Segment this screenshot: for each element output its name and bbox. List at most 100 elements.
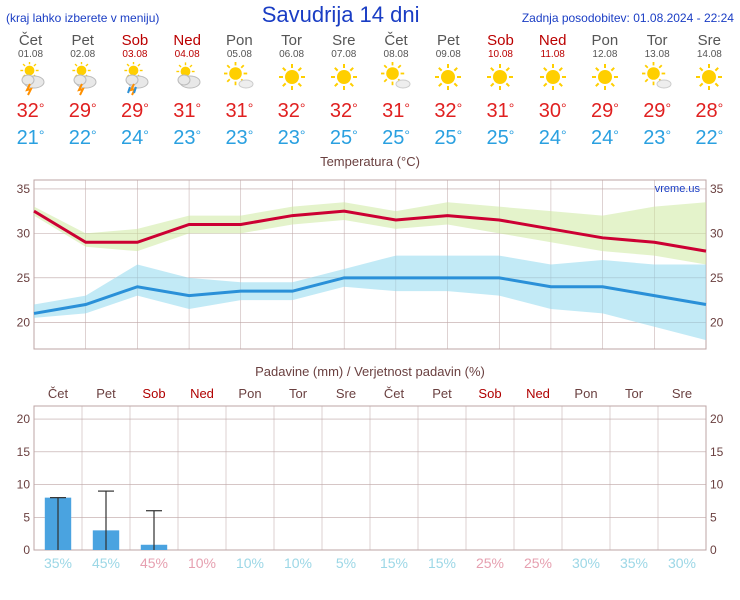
svg-text:Čet: Čet	[384, 386, 405, 401]
day-date: 12.08	[580, 49, 629, 60]
svg-text:30%: 30%	[572, 555, 600, 571]
svg-text:30%: 30%	[668, 555, 696, 571]
temp-high: 30°	[528, 100, 577, 123]
temp-low: 24°	[110, 127, 159, 150]
temp-high: 29°	[58, 100, 107, 123]
page-title: Savudrija 14 dni	[262, 2, 420, 28]
temp-low: 24°	[580, 127, 629, 150]
svg-text:35%: 35%	[44, 555, 72, 571]
day-label: Pon	[580, 32, 629, 49]
day-strip: Čet01.0832°21°Pet02.0829°22°Sob03.0829°2…	[0, 28, 740, 152]
weather-icon	[528, 64, 577, 94]
svg-text:25: 25	[710, 271, 724, 285]
day-column: Sob03.08 29° 24°	[110, 32, 159, 150]
header-bar: (kraj lahko izberete v meniju) Savudrija…	[0, 0, 740, 28]
svg-text:10: 10	[710, 478, 724, 492]
svg-text:Pon: Pon	[574, 386, 597, 401]
menu-hint: (kraj lahko izberete v meniju)	[6, 11, 159, 25]
svg-text:15%: 15%	[380, 555, 408, 571]
temp-high: 29°	[633, 100, 682, 123]
day-date: 07.08	[319, 49, 368, 60]
day-column: Sob10.08 31° 25°	[476, 32, 525, 150]
svg-text:15: 15	[710, 445, 724, 459]
svg-text:20: 20	[17, 412, 31, 426]
weather-icon	[372, 64, 421, 94]
svg-text:20: 20	[17, 315, 31, 329]
day-column: Pet09.0832°25°	[424, 32, 473, 150]
temp-high: 29°	[580, 100, 629, 123]
last-update: Zadnja posodobitev: 01.08.2024 - 22:24	[522, 11, 734, 25]
weather-icon	[215, 64, 264, 94]
day-label: Ned	[163, 32, 212, 49]
svg-text:Sob: Sob	[478, 386, 501, 401]
svg-text:Sre: Sre	[672, 386, 692, 401]
svg-text:Tor: Tor	[289, 386, 308, 401]
temperature-chart: Temperatura (°C)2020252530303535vreme.us	[0, 152, 740, 357]
svg-text:15%: 15%	[428, 555, 456, 571]
day-column: Pet02.0829°22°	[58, 32, 107, 150]
day-date: 11.08	[528, 49, 577, 60]
svg-text:10%: 10%	[188, 555, 216, 571]
svg-text:25: 25	[17, 271, 31, 285]
weather-icon	[267, 64, 316, 94]
day-label: Sob	[110, 32, 159, 49]
day-column: Tor06.0832°23°	[267, 32, 316, 150]
day-label: Sre	[685, 32, 734, 49]
svg-text:30: 30	[710, 226, 724, 240]
temp-high: 31°	[476, 100, 525, 123]
svg-text:5: 5	[23, 510, 30, 524]
precipitation-chart: Padavine (mm) / Verjetnost padavin (%)Če…	[0, 362, 740, 572]
svg-text:35%: 35%	[620, 555, 648, 571]
svg-text:10%: 10%	[236, 555, 264, 571]
weather-icon	[476, 64, 525, 94]
temp-high: 31°	[215, 100, 264, 123]
day-label: Sob	[476, 32, 525, 49]
temp-low: 24°	[528, 127, 577, 150]
temp-low: 23°	[267, 127, 316, 150]
svg-text:0: 0	[23, 543, 30, 557]
svg-text:Čet: Čet	[48, 386, 69, 401]
temp-low: 25°	[372, 127, 421, 150]
svg-text:vreme.us: vreme.us	[655, 183, 701, 195]
day-label: Ned	[528, 32, 577, 49]
temp-high: 29°	[110, 100, 159, 123]
temp-high: 32°	[319, 100, 368, 123]
svg-text:25%: 25%	[476, 555, 504, 571]
svg-text:10%: 10%	[284, 555, 312, 571]
svg-text:Pet: Pet	[432, 386, 452, 401]
day-label: Sre	[319, 32, 368, 49]
day-label: Pon	[215, 32, 264, 49]
day-column: Sre14.0828°22°	[685, 32, 734, 150]
day-date: 14.08	[685, 49, 734, 60]
weather-icon	[110, 64, 159, 94]
day-date: 13.08	[633, 49, 682, 60]
temp-low: 25°	[476, 127, 525, 150]
svg-text:45%: 45%	[140, 555, 168, 571]
svg-text:5: 5	[710, 510, 717, 524]
day-date: 08.08	[372, 49, 421, 60]
day-date: 10.08	[476, 49, 525, 60]
svg-text:10: 10	[17, 478, 31, 492]
weather-icon	[580, 64, 629, 94]
day-date: 03.08	[110, 49, 159, 60]
day-date: 05.08	[215, 49, 264, 60]
temp-low: 23°	[633, 127, 682, 150]
temp-low: 23°	[215, 127, 264, 150]
temp-low: 25°	[319, 127, 368, 150]
day-label: Tor	[633, 32, 682, 49]
day-column: Čet08.0831°25°	[372, 32, 421, 150]
svg-text:Tor: Tor	[625, 386, 644, 401]
day-label: Tor	[267, 32, 316, 49]
svg-text:35: 35	[710, 182, 724, 196]
day-date: 09.08	[424, 49, 473, 60]
day-date: 01.08	[6, 49, 55, 60]
svg-text:30: 30	[17, 226, 31, 240]
temp-low: 22°	[58, 127, 107, 150]
temp-low: 25°	[424, 127, 473, 150]
day-label: Pet	[424, 32, 473, 49]
day-column: Tor13.08 29° 23°	[633, 32, 682, 150]
temp-low: 21°	[6, 127, 55, 150]
temp-high: 32°	[267, 100, 316, 123]
svg-text:Temperatura (°C): Temperatura (°C)	[320, 154, 420, 169]
svg-text:15: 15	[17, 445, 31, 459]
